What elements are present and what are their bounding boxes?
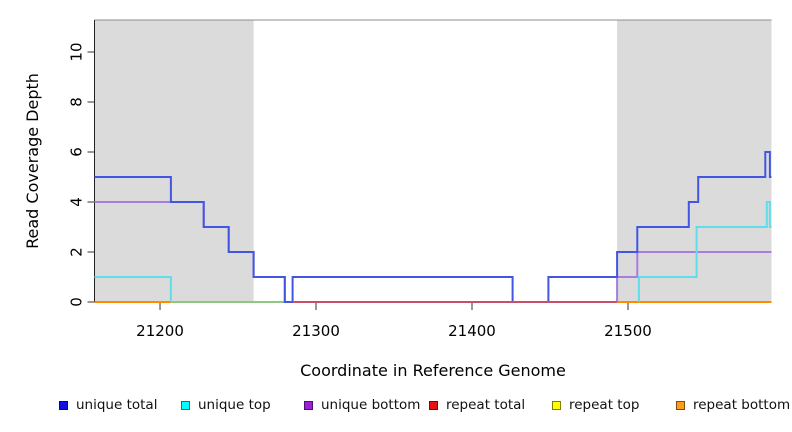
legend-entry-repeat-total: repeat total — [429, 394, 525, 416]
series-unique-top-line-0 — [94, 276, 172, 302]
x-tick-label: 21500 — [604, 322, 652, 340]
series-unique-bottom-line-1 — [616, 251, 772, 302]
unique-top-swatch-icon — [181, 400, 190, 410]
legend-entry-repeat-top: repeat top — [552, 394, 639, 416]
legend-entry-unique-bottom: unique bottom — [304, 394, 420, 416]
legend-label: repeat bottom — [693, 397, 791, 413]
y-tick-label: 2 — [67, 247, 85, 257]
shaded-region-0 — [94, 20, 254, 301]
unique-total-swatch-icon — [59, 400, 68, 410]
repeat-total-swatch-icon — [429, 400, 438, 410]
legend-label: unique top — [198, 397, 271, 413]
legend: unique total unique top unique bottom re… — [0, 394, 792, 418]
repeat-bottom-swatch-icon — [676, 400, 685, 410]
shaded-region-1 — [617, 20, 772, 301]
y-tick-label: 8 — [67, 97, 85, 107]
plot-area: 0 2 4 6 8 10 21200 21300 21400 21500 Read Coverage… — [23, 19, 772, 380]
series-unique-top-line-1 — [637, 201, 772, 302]
y-axis-title: Read Coverage Depth — [23, 73, 42, 249]
legend-entry-repeat-bottom: repeat bottom — [676, 394, 790, 416]
y-tick-label: 6 — [67, 147, 85, 157]
legend-label: repeat total — [446, 397, 526, 413]
x-tick-label: 21400 — [448, 322, 496, 340]
unique-bottom-swatch-icon — [304, 400, 313, 410]
y-tick-label: 0 — [67, 297, 85, 307]
legend-label: repeat top — [569, 397, 640, 413]
legend-entry-unique-total: unique total — [59, 394, 157, 416]
legend-entry-unique-top: unique top — [181, 394, 271, 416]
legend-label: unique bottom — [321, 397, 421, 413]
x-tick-label: 21200 — [136, 322, 184, 340]
y-tick-label: 4 — [67, 197, 85, 207]
y-tick-label: 10 — [67, 42, 85, 61]
repeat-top-swatch-icon — [552, 400, 561, 410]
legend-label: unique total — [76, 397, 158, 413]
x-tick-label: 21300 — [292, 322, 340, 340]
x-axis-title: Coordinate in Reference Genome — [300, 361, 566, 380]
